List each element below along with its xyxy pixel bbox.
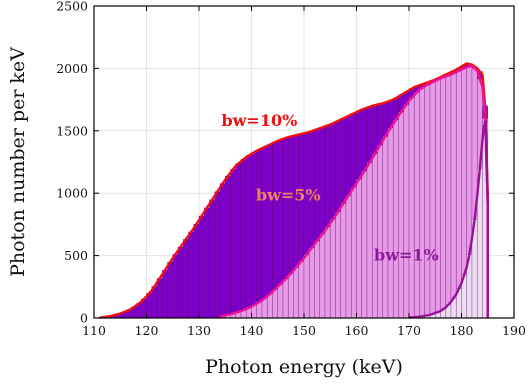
curve-label: bw=5% xyxy=(256,186,321,205)
histogram-bar xyxy=(188,231,195,319)
histogram-bar xyxy=(403,104,410,319)
histogram-bar xyxy=(419,87,426,319)
histogram-bar xyxy=(455,70,462,319)
histogram-bar xyxy=(261,146,268,319)
histogram-bar xyxy=(377,144,384,319)
fit-curves xyxy=(99,62,489,319)
x-axis-title: Photon energy (keV) xyxy=(205,356,403,378)
histogram-bar xyxy=(167,261,174,319)
histogram-bar xyxy=(303,254,310,319)
histogram-bar xyxy=(366,162,373,319)
histogram-bar xyxy=(182,239,189,319)
histogram-bar xyxy=(230,168,237,319)
x-tick-label: 150 xyxy=(292,323,316,338)
histogram-bar xyxy=(251,152,258,319)
histogram-bar xyxy=(392,119,399,319)
x-tick-label: 110 xyxy=(82,323,106,338)
histogram-bars xyxy=(98,63,489,319)
histogram-bar xyxy=(272,288,279,319)
histogram-bar xyxy=(387,127,394,319)
histogram-bar xyxy=(335,211,342,319)
histogram-bar xyxy=(161,269,168,319)
curve-series-1 xyxy=(219,64,489,318)
y-axis-title: Photon number per keV xyxy=(7,47,29,277)
histogram-bar xyxy=(434,79,441,319)
curve-series-0 xyxy=(99,62,489,319)
histogram-bar xyxy=(245,155,252,319)
histogram-bar xyxy=(340,203,347,319)
histogram-bar xyxy=(424,84,431,319)
curve-label: bw=10% xyxy=(221,111,297,130)
histogram-bar xyxy=(350,186,357,319)
x-tick-label: 140 xyxy=(240,323,264,338)
histogram-bar xyxy=(203,207,210,319)
histogram-bar xyxy=(209,199,216,319)
y-tick-label: 500 xyxy=(64,248,88,263)
histogram-bar xyxy=(429,81,436,319)
y-tick-label: 1500 xyxy=(56,123,88,138)
histogram-bar xyxy=(256,149,263,319)
x-tick-label: 170 xyxy=(397,323,421,338)
histogram-bar xyxy=(324,226,331,319)
x-tick-label: 120 xyxy=(135,323,159,338)
histogram-bar xyxy=(382,136,389,319)
histogram-bar xyxy=(193,223,200,319)
x-tick-label: 190 xyxy=(502,323,526,338)
histogram-bar xyxy=(277,284,284,319)
histogram-bar xyxy=(177,246,184,319)
histogram-bar xyxy=(329,219,336,319)
histogram-bar xyxy=(408,97,415,319)
histogram-bar xyxy=(219,183,226,319)
histogram-bar xyxy=(293,267,300,319)
histogram-bar xyxy=(345,195,352,319)
y-tick-label: 2000 xyxy=(56,61,88,76)
histogram-bar xyxy=(198,215,205,319)
x-tick-label: 180 xyxy=(450,323,474,338)
histogram-bar xyxy=(361,170,368,319)
tick-labels: 110 120 130 140 150 160 170 180 190 0 500 1000 1500 2… xyxy=(56,0,526,338)
histogram-bar xyxy=(371,153,378,319)
x-tick-label: 130 xyxy=(187,323,211,338)
histogram-bar xyxy=(398,111,405,319)
histogram-bar xyxy=(413,92,420,319)
histogram-bar xyxy=(450,73,457,319)
histogram-bar xyxy=(224,175,231,319)
y-tick-label: 2500 xyxy=(56,0,88,14)
histogram-bar xyxy=(214,191,221,319)
curve-annotations: bw=10% bw=5% bw=1% xyxy=(221,111,438,265)
y-tick-label: 0 xyxy=(80,311,88,326)
x-tick-label: 160 xyxy=(345,323,369,338)
histogram-bar xyxy=(319,233,326,319)
histogram-bar xyxy=(266,293,273,319)
histogram-bar xyxy=(298,260,305,319)
histogram-bar xyxy=(356,178,363,319)
curve-series-2 xyxy=(408,119,489,319)
histogram-bar xyxy=(240,158,247,319)
histogram-bar xyxy=(172,254,179,319)
histogram-bar xyxy=(156,278,163,319)
y-tick-label: 1000 xyxy=(56,186,88,201)
histogram-bar xyxy=(287,273,294,319)
histogram-bar xyxy=(235,163,242,319)
curve-label: bw=1% xyxy=(374,246,439,265)
histogram-bar xyxy=(445,75,452,319)
histogram-bar xyxy=(440,77,447,319)
histogram-bar xyxy=(282,278,289,319)
histogram-bar xyxy=(308,247,315,319)
histogram-bar xyxy=(314,240,321,319)
